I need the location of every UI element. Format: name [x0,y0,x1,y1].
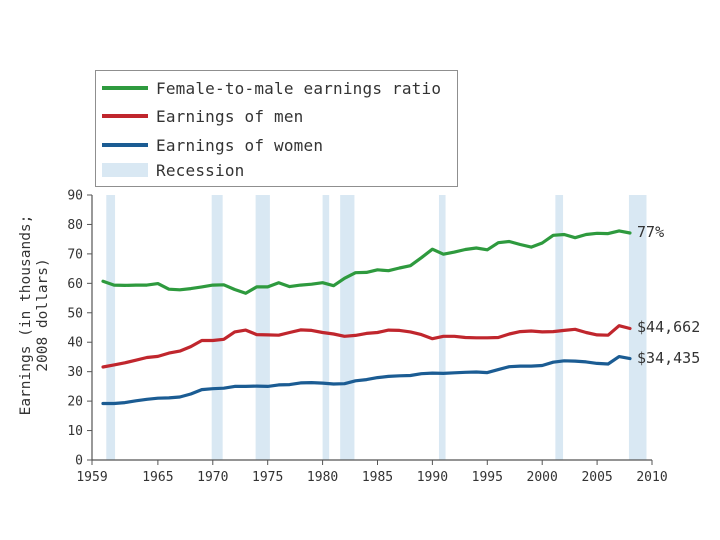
recession-band-1 [211,195,223,460]
legend-label-women: Earnings of women [156,135,324,155]
y-tick-label-70: 70 [67,247,83,262]
end-label-ratio: 77% [637,222,665,241]
end-label-men: $44,662 [637,318,701,337]
legend-swatch-ratio [102,86,148,90]
end-label-women: $34,435 [637,348,701,367]
legend-swatch-women [102,143,148,147]
y-tick-label-80: 80 [67,218,83,233]
legend-item-ratio: Female-to-male earnings ratio [102,76,441,100]
legend-item-women: Earnings of women [102,133,323,157]
men-earnings-line [101,324,632,369]
legend-label-men: Earnings of men [156,106,304,126]
legend-swatch-recession [102,163,148,177]
recession-band-4 [340,195,355,460]
y-tick-label-0: 0 [75,454,83,469]
recession-band-5 [438,195,446,460]
legend-item-men: Earnings of men [102,104,304,128]
recession-band-6 [555,195,564,460]
recession-band-2 [255,195,270,460]
y-tick-label-30: 30 [67,365,83,380]
y-tick-label-50: 50 [67,306,83,321]
legend-label-ratio: Female-to-male earnings ratio [156,78,442,98]
legend: Female-to-male earnings ratio Earnings o… [95,70,458,187]
legend-label-recession: Recession [156,160,245,180]
x-tick-label-1990: 1990 [417,470,448,485]
recession-band-3 [322,195,330,460]
y-axis-label: Earnings (in thousands; 2008 dollars) [18,190,52,440]
x-tick-label-2005: 2005 [581,470,612,485]
recession-band-0 [106,195,116,460]
x-tick-label-1995: 1995 [472,470,503,485]
recession-band-7 [628,195,647,460]
y-axis-label-line2: 2008 dollars) [35,258,51,372]
y-tick-label-40: 40 [67,336,83,351]
x-tick-label-2000: 2000 [527,470,558,485]
x-tick-label-2010: 2010 [636,470,667,485]
y-tick-label-20: 20 [67,395,83,410]
women-earnings-line [101,355,632,406]
y-tick-label-90: 90 [67,189,83,204]
x-tick-label-1970: 1970 [197,470,228,485]
x-tick-label-1959: 1959 [76,470,107,485]
y-tick-label-60: 60 [67,277,83,292]
legend-item-recession: Recession [102,158,245,182]
legend-swatch-men [102,114,148,118]
x-tick-label-1980: 1980 [307,470,338,485]
x-tick-label-1985: 1985 [362,470,393,485]
x-tick-label-1975: 1975 [252,470,283,485]
y-axis-label-line1: Earnings (in thousands; [18,214,34,416]
y-tick-label-10: 10 [67,424,83,439]
ratio-line [101,229,632,295]
x-tick-label-1965: 1965 [142,470,173,485]
